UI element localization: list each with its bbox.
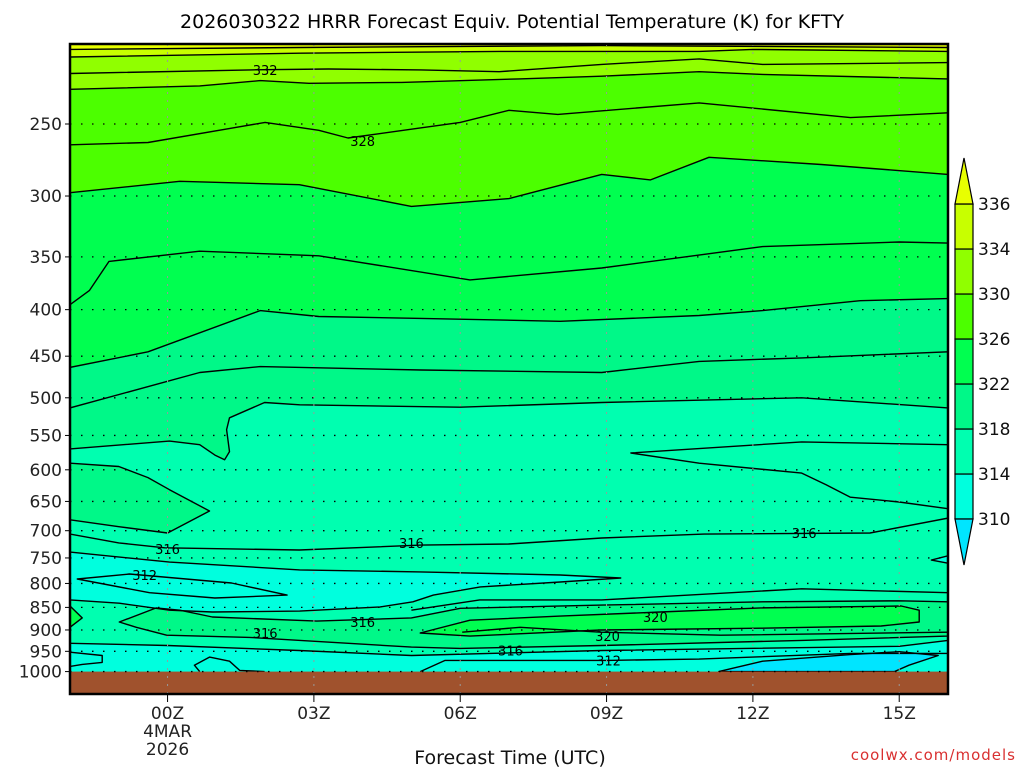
- y-tick-label: 450: [30, 347, 62, 367]
- contour-line-326: [70, 156, 948, 208]
- contour-fill-318: [70, 463, 210, 533]
- contour-fill-310: [718, 651, 939, 672]
- contour-label: 316: [399, 537, 424, 552]
- chart-title: 2026030322 HRRR Forecast Equiv. Potentia…: [180, 11, 844, 33]
- contour-line-320: [419, 605, 920, 637]
- y-tick-label: 650: [30, 492, 62, 512]
- contour-line-318: [118, 600, 948, 650]
- plot-frame: [68, 42, 950, 696]
- x-tick-year: 2026: [146, 740, 189, 760]
- x-tick-label: 12Z: [736, 704, 769, 724]
- contour-label: 312: [596, 654, 621, 669]
- x-tick-label: 06Z: [444, 704, 477, 724]
- contour-label: 316: [253, 627, 278, 642]
- contour-label: 320: [643, 611, 668, 626]
- contour-label: 316: [792, 527, 817, 542]
- y-tick-label: 300: [30, 187, 62, 207]
- credit-link[interactable]: coolwx.com/models: [851, 746, 1016, 764]
- contour-line-320: [462, 626, 948, 636]
- contour-label: 316: [350, 616, 375, 631]
- y-tick-label: 900: [30, 621, 62, 641]
- colorbar-segment-326: [954, 293, 974, 340]
- x-tick-label: 09Z: [590, 704, 623, 724]
- contour-line-318: [630, 441, 948, 510]
- y-tick-label: 350: [30, 248, 62, 268]
- colorbar-segment-318: [954, 383, 974, 430]
- colorbar-label: 322: [978, 375, 1010, 395]
- contour-label: 328: [350, 135, 375, 150]
- contour-label: 332: [253, 64, 278, 79]
- colorbar-label: 334: [978, 240, 1010, 260]
- contour-line-316: [70, 517, 948, 551]
- x-tick-label: 03Z: [297, 704, 330, 724]
- contour-line-324: [70, 241, 948, 306]
- y-tick-label: 800: [30, 574, 62, 594]
- y-tick-label: 950: [30, 642, 62, 662]
- colorbar-segment-314: [954, 428, 974, 475]
- plot-area: 332 328 316 316 316 312 316 316 320 320 316 312: [70, 44, 948, 694]
- contour-line-334: [70, 48, 948, 58]
- colorbar-under-arrow: [954, 518, 974, 566]
- contour-line-336: [70, 44, 948, 51]
- x-axis-label: Forecast Time (UTC): [414, 747, 605, 768]
- contour-label: 316: [498, 644, 523, 659]
- colorbar-segment-334: [954, 203, 974, 250]
- contour-line-330: [70, 70, 948, 90]
- contour-fill-322: [70, 606, 83, 628]
- contour-line-322: [70, 297, 948, 369]
- x-tick-date: 4MAR: [143, 722, 192, 742]
- y-tick-label: 750: [30, 549, 62, 569]
- colorbar-segment-322: [954, 338, 974, 385]
- y-tick-label: 600: [30, 461, 62, 481]
- contour-line-314: [70, 551, 622, 613]
- y-tick-label: 850: [30, 598, 62, 618]
- colorbar-segment-330: [954, 248, 974, 295]
- colorbar-label: 336: [978, 195, 1010, 215]
- contour-label: 312: [132, 569, 157, 584]
- x-tick-label: 15Z: [883, 704, 916, 724]
- y-tick-label: 500: [30, 389, 62, 409]
- y-tick-label: 1000: [19, 663, 62, 683]
- contour-line-318: [70, 462, 211, 534]
- contour-label: 316: [155, 543, 180, 558]
- contour-line-310: [718, 651, 939, 673]
- contour-line-322: [70, 605, 83, 628]
- y-tick-label: 550: [30, 426, 62, 446]
- y-tick-label: 400: [30, 301, 62, 321]
- ground: [70, 671, 948, 694]
- contour-line-314: [193, 656, 265, 673]
- contour-fill-314: [931, 555, 948, 564]
- contour-line-332: [70, 58, 948, 75]
- contour-line-318: [70, 651, 103, 668]
- y-axis: 250 300 350 400 450 500 550 600 650 700 750 800 850 9…: [19, 115, 70, 683]
- colorbar-segment-310: [954, 473, 974, 520]
- colorbar-label: 326: [978, 330, 1010, 350]
- contour-line-320: [70, 351, 948, 409]
- colorbar-over-arrow: [954, 157, 974, 205]
- contour-line-312: [76, 573, 288, 599]
- colorbar-label: 330: [978, 285, 1010, 305]
- contour-label: 320: [595, 630, 620, 645]
- x-tick-label: 00Z: [151, 704, 184, 724]
- colorbar-label: 318: [978, 420, 1010, 440]
- contour-line-314: [411, 588, 948, 611]
- colorbar-label: 310: [978, 510, 1010, 530]
- contour-line-328: [70, 102, 948, 146]
- y-tick-label: 250: [30, 115, 62, 135]
- y-tick-label: 700: [30, 522, 62, 542]
- contour-line-318: [70, 397, 948, 461]
- colorbar-label: 314: [978, 465, 1010, 485]
- colorbar: 310 314 318 322 326 330 334 336: [954, 157, 1010, 566]
